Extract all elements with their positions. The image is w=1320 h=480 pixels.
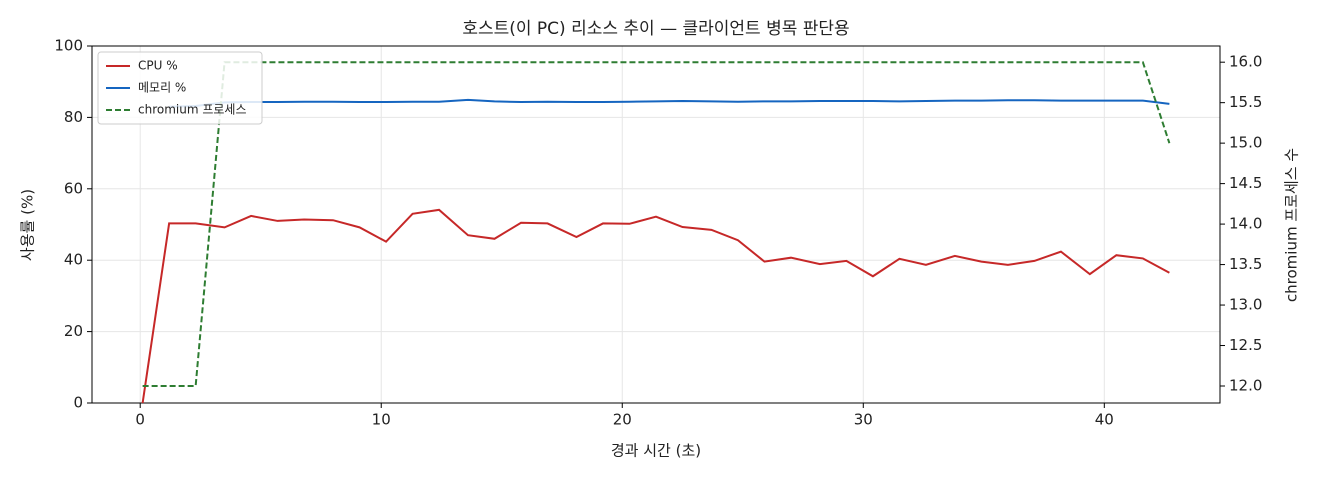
y2-tick-label: 13.5 bbox=[1229, 255, 1262, 273]
legend-label: CPU % bbox=[138, 59, 178, 73]
y2-tick-label: 12.5 bbox=[1229, 336, 1262, 354]
x-tick-label: 30 bbox=[854, 411, 873, 429]
legend-label: 메모리 % bbox=[138, 81, 186, 95]
chart-title: 호스트(이 PC) 리소스 추이 — 클라이언트 병목 판단용 bbox=[462, 19, 849, 39]
series-line bbox=[169, 98, 1170, 108]
series-line bbox=[142, 61, 1171, 387]
y2-axis-label: chromium 프로세스 수 bbox=[1283, 148, 1301, 302]
plot-frame bbox=[91, 45, 1221, 404]
y2-tick-label: 16.0 bbox=[1229, 53, 1262, 71]
series-line bbox=[141, 208, 1170, 404]
x-tick-label: 20 bbox=[613, 411, 632, 429]
y-tick-label: 60 bbox=[64, 179, 83, 197]
y2-tick-label: 13.0 bbox=[1229, 296, 1262, 314]
legend-box bbox=[97, 51, 263, 125]
y2-tick-label: 14.0 bbox=[1229, 215, 1262, 233]
y2-tick-label: 14.5 bbox=[1229, 174, 1262, 192]
y2-tick-label: 12.0 bbox=[1229, 377, 1262, 395]
y-tick-label: 20 bbox=[64, 322, 83, 340]
x-tick-label: 10 bbox=[372, 411, 391, 429]
y-tick-label: 80 bbox=[64, 108, 83, 126]
y-tick-label: 100 bbox=[54, 37, 83, 55]
y-tick-label: 40 bbox=[64, 251, 83, 269]
x-axis-label: 경과 시간 (초) bbox=[611, 442, 701, 460]
legend-label: chromium 프로세스 bbox=[138, 103, 247, 117]
x-tick-label: 0 bbox=[135, 411, 145, 429]
y-axis-label: 사용률 (%) bbox=[19, 189, 37, 261]
x-tick-label: 40 bbox=[1095, 411, 1114, 429]
y-tick-label: 0 bbox=[73, 394, 83, 412]
y2-tick-label: 15.0 bbox=[1229, 134, 1262, 152]
y2-tick-label: 15.5 bbox=[1229, 93, 1262, 111]
